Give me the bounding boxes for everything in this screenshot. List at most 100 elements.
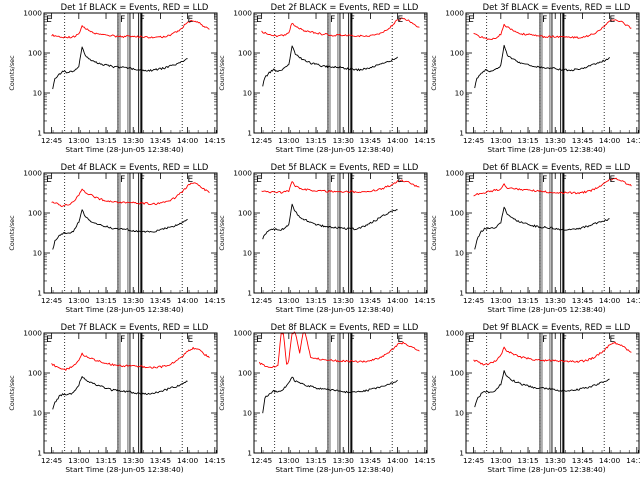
x-tick-label: 13:45: [360, 296, 382, 305]
y-tick-label: 1000: [23, 329, 42, 338]
x-tick-label: 13:00: [490, 456, 512, 465]
flag-label: F: [562, 175, 567, 185]
y-tick-label: 10: [455, 249, 465, 258]
flag-box-inner: [140, 332, 142, 454]
y-axis-label: Counts/sec: [8, 55, 16, 91]
x-tick-label: 13:45: [572, 456, 594, 465]
x-tick-label: 13:00: [68, 136, 90, 145]
x-tick-label: 14:00: [387, 296, 409, 305]
x-tick-label: 13:30: [333, 136, 355, 145]
x-tick-label: 14:00: [177, 136, 199, 145]
x-tick-label: 13:30: [545, 296, 567, 305]
panel-7: Det 7f BLACK = Events, RED = LLD Counts/s…: [8, 322, 226, 474]
flag-label: E: [468, 335, 474, 345]
flag-box-inner: [562, 172, 564, 294]
x-axis-label: Start Time (28-Jun-05 12:38:40): [275, 145, 393, 154]
x-tick-label: 13:45: [572, 136, 594, 145]
x-tick-label: 14:15: [626, 456, 640, 465]
flag-label: F: [350, 175, 355, 185]
x-tick-label: 14:15: [414, 296, 436, 305]
panel-title: Det 4f BLACK = Events, RED = LLD: [61, 162, 209, 172]
flag-label: F: [350, 15, 355, 25]
y-tick-label: 1: [37, 129, 42, 138]
x-axis-label: Start Time (28-Jun-05 12:38:40): [487, 145, 605, 154]
flag-label: E: [188, 335, 194, 345]
panel-1: Det 1f BLACK = Events, RED = LLD Counts/s…: [8, 2, 226, 154]
flag-label: E: [188, 15, 194, 25]
x-tick-label: 13:15: [517, 136, 539, 145]
x-tick-label: 14:00: [599, 296, 621, 305]
panel-title: Det 6f BLACK = Events, RED = LLD: [483, 162, 631, 172]
x-tick-label: 13:30: [123, 456, 145, 465]
y-tick-label: 1: [459, 449, 464, 458]
x-tick-label: 13:00: [278, 456, 300, 465]
x-tick-label: 13:45: [150, 456, 172, 465]
y-tick-label: 100: [450, 209, 464, 218]
x-tick-label: 13:15: [305, 296, 327, 305]
panel-3: Det 3f BLACK = Events, RED = LLD Counts/s…: [430, 2, 640, 154]
x-tick-label: 13:45: [360, 456, 382, 465]
x-tick-label: 13:45: [572, 296, 594, 305]
y-tick-label: 1000: [23, 169, 42, 178]
panel-4: Det 4f BLACK = Events, RED = LLD Counts/s…: [8, 162, 226, 314]
plot-frame: [43, 332, 218, 454]
x-axis-label: Start Time (28-Jun-05 12:38:40): [487, 465, 605, 474]
y-tick-label: 1: [247, 289, 252, 298]
y-tick-label: 100: [238, 209, 252, 218]
plot-frame: [465, 172, 640, 294]
flag-label: E: [256, 335, 262, 345]
y-tick-label: 10: [455, 409, 465, 418]
x-tick-label: 13:15: [95, 296, 117, 305]
flag-label: F: [120, 175, 125, 185]
series-lld-line: [473, 341, 632, 366]
y-tick-label: 10: [33, 249, 43, 258]
flag-label: F: [542, 335, 547, 345]
y-tick-label: 1: [459, 289, 464, 298]
x-tick-label: 13:15: [95, 136, 117, 145]
y-tick-label: 10: [33, 409, 43, 418]
flag-box-inner: [140, 12, 142, 134]
x-tick-label: 12:45: [463, 296, 485, 305]
x-axis-label: Start Time (28-Jun-05 12:38:40): [487, 305, 605, 314]
flag-box-inner: [350, 12, 352, 134]
flag-label: E: [256, 175, 262, 185]
plot-frame: [253, 332, 428, 454]
flag-label: F: [120, 335, 125, 345]
series-lld-line: [261, 179, 420, 194]
panel-title: Det 1f BLACK = Events, RED = LLD: [61, 2, 209, 12]
series-lld-line: [261, 17, 420, 38]
flag-label: E: [610, 335, 616, 345]
x-tick-label: 13:45: [360, 136, 382, 145]
x-tick-label: 14:00: [387, 456, 409, 465]
x-tick-label: 14:15: [626, 136, 640, 145]
panel-title: Det 8f BLACK = Events, RED = LLD: [271, 322, 419, 332]
y-tick-label: 10: [455, 89, 465, 98]
y-tick-label: 1000: [445, 9, 464, 18]
flag-label: F: [330, 175, 335, 185]
flag-label: E: [398, 175, 404, 185]
series-events-line: [52, 376, 188, 410]
series-events-line: [262, 45, 398, 87]
panel-8: Det 8f BLACK = Events, RED = LLD Counts/s…: [218, 322, 436, 474]
x-tick-label: 13:30: [123, 296, 145, 305]
flag-box-inner: [541, 332, 551, 454]
x-tick-label: 14:00: [599, 136, 621, 145]
series-events-line: [262, 376, 398, 414]
y-tick-label: 100: [450, 49, 464, 58]
flag-label: E: [46, 175, 52, 185]
x-tick-label: 13:45: [150, 296, 172, 305]
flag-label: E: [468, 15, 474, 25]
x-tick-label: 13:45: [150, 136, 172, 145]
flag-label: F: [120, 15, 125, 25]
x-tick-label: 13:30: [545, 456, 567, 465]
x-axis-label: Start Time (28-Jun-05 12:38:40): [275, 465, 393, 474]
y-tick-label: 1: [247, 129, 252, 138]
x-tick-label: 13:30: [545, 136, 567, 145]
y-tick-label: 10: [33, 89, 43, 98]
flag-label: F: [330, 335, 335, 345]
flag-box-inner: [329, 12, 339, 134]
y-tick-label: 1000: [233, 169, 252, 178]
y-tick-label: 1: [247, 449, 252, 458]
y-tick-label: 100: [28, 49, 42, 58]
